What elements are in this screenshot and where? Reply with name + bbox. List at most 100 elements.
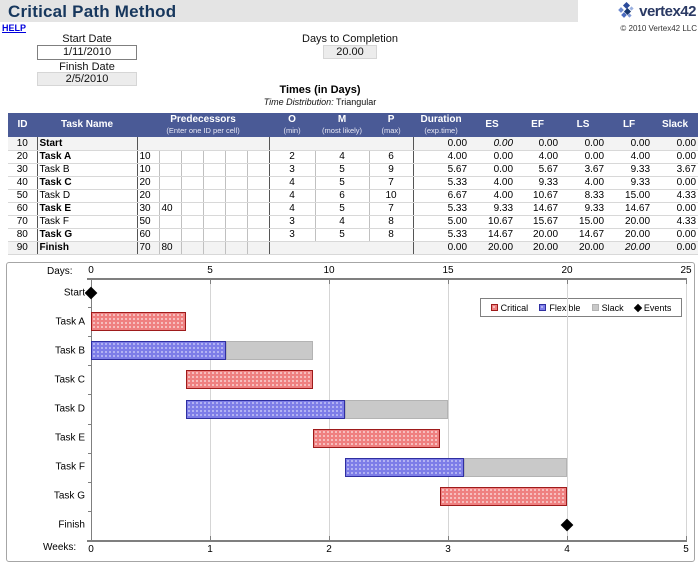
col-header-o[interactable]: O (min) bbox=[269, 113, 316, 137]
cell-m[interactable]: 4 bbox=[315, 215, 370, 229]
cell-predecessor[interactable] bbox=[225, 163, 248, 177]
cell-predecessor[interactable] bbox=[159, 228, 182, 242]
cell-predecessor[interactable] bbox=[225, 189, 248, 203]
cell-predecessor[interactable] bbox=[181, 176, 204, 190]
cell-predecessor[interactable] bbox=[225, 228, 248, 242]
cell-predecessor[interactable] bbox=[159, 163, 182, 177]
cell-task-name[interactable]: Task D bbox=[37, 189, 138, 203]
cell-o[interactable]: 4 bbox=[269, 189, 316, 203]
cell-predecessor[interactable] bbox=[203, 163, 226, 177]
col-header-lf[interactable]: LF bbox=[606, 113, 653, 137]
cell-predecessor[interactable] bbox=[225, 215, 248, 229]
cell-predecessor[interactable]: 80 bbox=[159, 241, 182, 255]
cell-predecessor[interactable] bbox=[225, 150, 248, 164]
cell-id[interactable]: 90 bbox=[8, 241, 38, 255]
cell-task-name[interactable]: Task C bbox=[37, 176, 138, 190]
cell-task-name[interactable]: Start bbox=[37, 137, 138, 151]
cell-id[interactable]: 60 bbox=[8, 202, 38, 216]
cell-p[interactable]: 8 bbox=[369, 228, 414, 242]
cell-predecessor[interactable] bbox=[181, 163, 204, 177]
col-header-ef[interactable]: EF bbox=[515, 113, 561, 137]
col-header-duration[interactable]: Duration (exp.time) bbox=[413, 113, 470, 137]
cell-predecessor[interactable] bbox=[181, 241, 204, 255]
cell-p[interactable]: 10 bbox=[369, 189, 414, 203]
cell-m[interactable] bbox=[315, 241, 370, 255]
col-header-ls[interactable]: LS bbox=[560, 113, 607, 137]
cell-id[interactable]: 10 bbox=[8, 137, 38, 151]
cell-p[interactable] bbox=[369, 137, 414, 151]
time-distribution-value[interactable]: Triangular bbox=[336, 97, 377, 107]
cell-predecessor[interactable] bbox=[225, 241, 248, 255]
cell-task-name[interactable]: Finish bbox=[37, 241, 138, 255]
cell-predecessor[interactable] bbox=[247, 163, 270, 177]
cell-o[interactable]: 4 bbox=[269, 176, 316, 190]
cell-es[interactable]: 0.00 bbox=[469, 137, 516, 151]
cell-id[interactable]: 70 bbox=[8, 215, 38, 229]
cell-task-name[interactable]: Task F bbox=[37, 215, 138, 229]
col-header-slack[interactable]: Slack bbox=[652, 113, 699, 137]
col-header-predecessors[interactable]: Predecessors (Enter one ID per cell) bbox=[137, 113, 270, 137]
cell-o[interactable] bbox=[269, 241, 316, 255]
cell-id[interactable]: 80 bbox=[8, 228, 38, 242]
cell-predecessor[interactable]: 30 bbox=[137, 202, 160, 216]
cell-p[interactable]: 6 bbox=[369, 150, 414, 164]
cell-m[interactable]: 5 bbox=[315, 176, 370, 190]
cell-predecessor[interactable] bbox=[247, 189, 270, 203]
cell-id[interactable]: 50 bbox=[8, 189, 38, 203]
col-header-p[interactable]: P (max) bbox=[369, 113, 414, 137]
cell-predecessor[interactable]: 40 bbox=[159, 202, 182, 216]
cell-task-name[interactable]: Task G bbox=[37, 228, 138, 242]
cell-o[interactable]: 3 bbox=[269, 163, 316, 177]
cell-predecessor[interactable]: 70 bbox=[137, 241, 160, 255]
cell-p[interactable] bbox=[369, 241, 414, 255]
cell-predecessor[interactable] bbox=[247, 215, 270, 229]
col-header-es[interactable]: ES bbox=[469, 113, 516, 137]
cell-predecessor[interactable]: 50 bbox=[137, 215, 160, 229]
cell-predecessor[interactable] bbox=[203, 215, 226, 229]
cell-id[interactable]: 30 bbox=[8, 163, 38, 177]
cell-lf[interactable]: 20.00 bbox=[606, 241, 653, 255]
cell-predecessor[interactable] bbox=[159, 189, 182, 203]
cell-m[interactable]: 4 bbox=[315, 150, 370, 164]
cell-m[interactable] bbox=[315, 137, 370, 151]
cell-predecessor[interactable]: 20 bbox=[137, 176, 160, 190]
cell-o[interactable]: 2 bbox=[269, 150, 316, 164]
cell-predecessor[interactable] bbox=[181, 150, 204, 164]
cell-p[interactable]: 8 bbox=[369, 215, 414, 229]
cell-predecessor[interactable] bbox=[247, 202, 270, 216]
cell-predecessor[interactable] bbox=[181, 189, 204, 203]
cell-id[interactable]: 20 bbox=[8, 150, 38, 164]
cell-predecessor[interactable] bbox=[203, 176, 226, 190]
cell-m[interactable]: 5 bbox=[315, 163, 370, 177]
cell-predecessor[interactable]: 20 bbox=[137, 189, 160, 203]
start-date-input[interactable]: 1/11/2010 bbox=[37, 45, 137, 60]
cell-predecessor[interactable] bbox=[247, 150, 270, 164]
cell-o[interactable]: 3 bbox=[269, 215, 316, 229]
cell-predecessor[interactable] bbox=[181, 202, 204, 216]
cell-m[interactable]: 6 bbox=[315, 189, 370, 203]
cell-predecessors[interactable] bbox=[137, 137, 270, 151]
cell-predecessor[interactable] bbox=[203, 228, 226, 242]
cell-o[interactable] bbox=[269, 137, 316, 151]
cell-predecessor[interactable] bbox=[203, 150, 226, 164]
cell-p[interactable]: 9 bbox=[369, 163, 414, 177]
cell-predecessor[interactable]: 10 bbox=[137, 150, 160, 164]
cell-predecessor[interactable]: 60 bbox=[137, 228, 160, 242]
help-link[interactable]: HELP bbox=[2, 23, 27, 33]
cell-id[interactable]: 40 bbox=[8, 176, 38, 190]
cell-predecessor[interactable] bbox=[247, 228, 270, 242]
cell-predecessor[interactable] bbox=[225, 202, 248, 216]
cell-predecessor[interactable] bbox=[203, 202, 226, 216]
cell-predecessor[interactable]: 10 bbox=[137, 163, 160, 177]
col-header-id[interactable]: ID bbox=[8, 113, 37, 137]
vertex42-logo[interactable]: vertex42 bbox=[617, 1, 696, 21]
cell-task-name[interactable]: Task E bbox=[37, 202, 138, 216]
cell-p[interactable]: 7 bbox=[369, 176, 414, 190]
col-header-task-name[interactable]: Task Name bbox=[37, 113, 137, 137]
cell-o[interactable]: 3 bbox=[269, 228, 316, 242]
cell-predecessor[interactable] bbox=[225, 176, 248, 190]
cell-task-name[interactable]: Task A bbox=[37, 150, 138, 164]
cell-o[interactable]: 4 bbox=[269, 202, 316, 216]
cell-predecessor[interactable] bbox=[247, 176, 270, 190]
cell-m[interactable]: 5 bbox=[315, 202, 370, 216]
